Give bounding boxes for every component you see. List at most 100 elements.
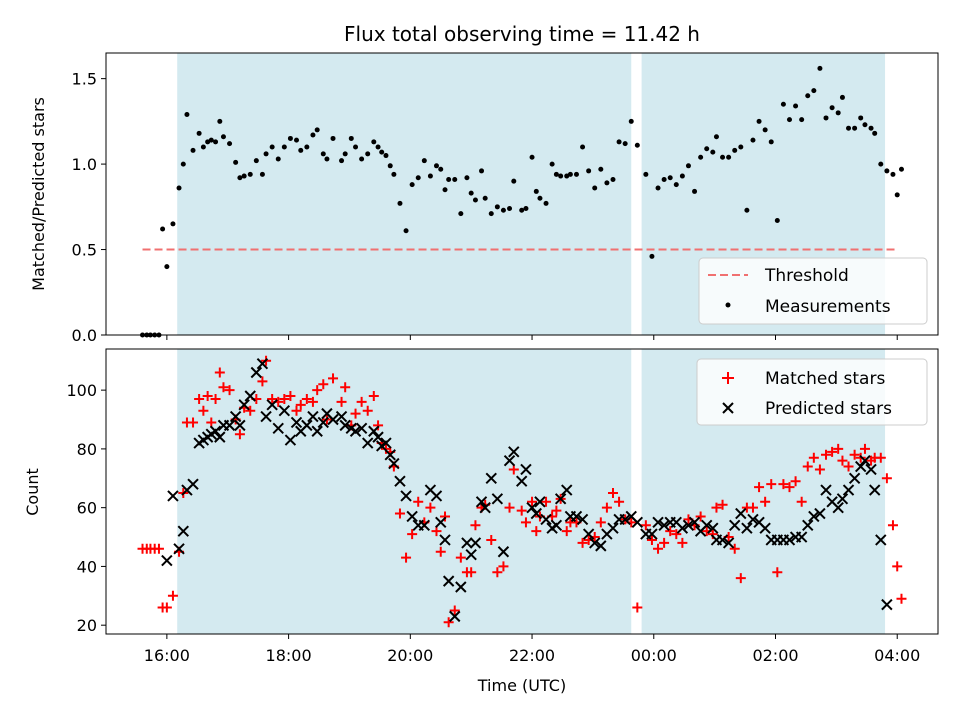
measurement-point (170, 221, 176, 227)
matched-star-point (887, 520, 898, 531)
measurement-point (241, 173, 247, 179)
predicted-star-point (520, 463, 532, 476)
bottom-ytick-label: 60 (77, 499, 97, 518)
measurement-point (409, 182, 415, 188)
measurement-point (359, 156, 365, 162)
predicted-star-point (167, 490, 179, 502)
matched-star-point (790, 476, 801, 487)
measurement-point (553, 171, 559, 177)
measurement-point (339, 158, 345, 164)
predicted-star-point (244, 390, 256, 402)
matched-star-point (449, 605, 460, 616)
matched-star-point (194, 393, 205, 404)
predicted-star-point (722, 537, 735, 549)
measurement-point (438, 166, 444, 172)
matched-star-point (896, 593, 907, 604)
measurement-point (667, 175, 673, 181)
bottom-ytick-label: 20 (77, 616, 97, 635)
matched-star-point (407, 529, 418, 540)
predicted-star-point (388, 457, 400, 470)
predicted-star-point (515, 475, 528, 487)
predicted-star-point (832, 501, 844, 514)
measurement-point (472, 197, 478, 203)
measurement-point (655, 185, 661, 191)
measurement-point (580, 144, 586, 150)
matched-star-point (766, 479, 777, 490)
predicted-star-point (400, 490, 412, 502)
legend-measurements-label: Measurements (765, 297, 891, 317)
measurement-point (839, 94, 845, 100)
measurement-point (726, 154, 732, 160)
matched-star-point (318, 379, 329, 390)
predicted-star-point (214, 431, 226, 443)
measurement-point (208, 137, 214, 143)
measurement-point (799, 117, 805, 123)
measurement-point (253, 158, 259, 164)
matched-star-point (677, 537, 688, 548)
matched-star-point (291, 405, 302, 416)
measurement-point (397, 200, 403, 206)
predicted-star-point (836, 493, 849, 505)
measurement-point (259, 171, 265, 177)
predicted-star-point (475, 496, 488, 508)
predicted-star-point (479, 501, 491, 514)
legend-matched-label: Matched stars (765, 369, 885, 389)
predicted-star-point (161, 554, 173, 567)
measurement-point (281, 144, 287, 150)
matched-star-point (772, 567, 783, 578)
predicted-star-point (508, 446, 520, 458)
measurement-point (829, 105, 835, 111)
measurement-point (523, 206, 529, 212)
matched-star-point (659, 537, 670, 548)
matched-star-point (520, 517, 531, 528)
predicted-star-point (682, 519, 695, 531)
matched-star-point (279, 393, 290, 404)
top-ytick-label: 1.0 (72, 155, 97, 174)
predicted-star-point (491, 493, 504, 505)
measurement-point (872, 130, 878, 136)
matched-star-point (717, 499, 728, 510)
matched-star-point (373, 420, 384, 431)
measurement-point (320, 151, 326, 157)
matched-star-point (729, 543, 740, 554)
bottom-legend: Matched stars Predicted stars (696, 358, 928, 426)
measurement-point (511, 178, 517, 184)
measurement-point (537, 195, 543, 201)
matched-star-point (210, 393, 221, 404)
matched-star-point (350, 408, 361, 419)
predicted-star-point (469, 537, 482, 549)
legend-matched-marker (722, 372, 734, 384)
matched-star-point (843, 461, 854, 472)
measurement-point (464, 175, 470, 181)
predicted-star-point (526, 501, 538, 514)
predicted-star-point (783, 534, 796, 546)
measurement-point (604, 180, 610, 186)
predicted-star-point (368, 425, 380, 437)
measurement-point (507, 206, 513, 212)
predicted-star-point (842, 484, 855, 496)
predicted-star-point (795, 531, 808, 543)
matched-star-point (435, 546, 446, 557)
x-tick-label: 02:00 (752, 646, 798, 665)
measurement-point (713, 134, 719, 140)
matched-star-point (640, 520, 651, 531)
predicted-star-point (384, 449, 396, 461)
measurement-point (616, 139, 622, 145)
legend-threshold-label: Threshold (764, 266, 849, 286)
predicted-star-point (442, 575, 455, 587)
measurement-point (738, 144, 744, 150)
matched-star-point (653, 543, 664, 554)
bottom-ytick-label: 80 (77, 440, 97, 459)
predicted-star-point (307, 410, 319, 423)
matched-star-point (711, 502, 722, 513)
measurement-point (375, 144, 381, 150)
matched-star-point (214, 367, 225, 378)
matched-star-point (735, 573, 746, 584)
matched-star-point (784, 482, 795, 493)
top-ytick-label: 0.0 (72, 326, 97, 345)
measurement-point (573, 171, 579, 177)
top-panel: 0.0 0.5 1.0 1.5 Matched/Predicted stars Thr… (29, 52, 939, 345)
predicted-star-point (238, 399, 250, 411)
predicted-star-point (848, 472, 861, 484)
matched-star-point (814, 464, 825, 475)
